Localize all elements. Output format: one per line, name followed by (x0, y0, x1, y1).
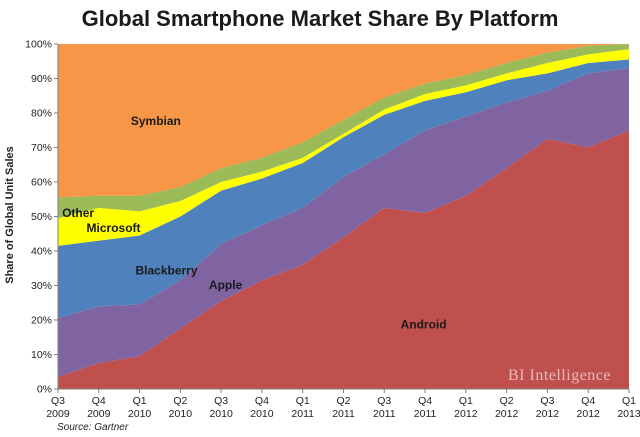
x-tick-label-quarter: Q2 (500, 395, 514, 407)
x-tick-label-year: 2009 (46, 408, 70, 420)
series-label-symbian: Symbian (131, 114, 181, 128)
area-microsoft (58, 49, 629, 246)
y-tick-label: 10% (31, 349, 52, 361)
y-tick-label: 100% (25, 39, 52, 51)
x-tick-label-quarter: Q1 (296, 395, 310, 407)
y-tick-label: 60% (31, 177, 52, 189)
area-other (58, 44, 629, 219)
x-tick-label-year: 2011 (291, 408, 314, 420)
y-tick-label: 50% (31, 211, 52, 223)
x-tick-label-year: 2010 (209, 408, 233, 420)
x-tick-label-quarter: Q4 (581, 395, 595, 407)
chart-title: Global Smartphone Market Share By Platfo… (82, 6, 559, 31)
y-tick-label: 20% (31, 315, 52, 327)
y-tick-label: 90% (31, 73, 52, 85)
y-tick-label: 0% (37, 384, 52, 396)
x-tick-label-quarter: Q2 (336, 395, 350, 407)
x-tick-label-year: 2011 (414, 408, 437, 420)
y-axis-title: Share of Global Unit Sales (4, 146, 16, 284)
x-tick-label-year: 2013 (617, 408, 640, 420)
x-tick-label-year: 2010 (169, 408, 193, 420)
area-layers (58, 44, 629, 389)
x-tick-label-quarter: Q3 (540, 395, 554, 407)
series-label-blackberry: Blackberry (135, 263, 197, 277)
series-label-other: Other (62, 206, 94, 220)
x-tick-label-year: 2009 (87, 408, 111, 420)
series-label-android: Android (401, 318, 447, 332)
x-tick-label-quarter: Q3 (51, 395, 65, 407)
y-tick-label: 40% (31, 246, 52, 258)
x-tick-label-year: 2012 (495, 408, 519, 420)
x-tick-label-quarter: Q2 (173, 395, 187, 407)
watermark: BI Intelligence (508, 367, 611, 384)
x-tick-label-quarter: Q4 (255, 395, 269, 407)
axes: 0%10%20%30%40%50%60%70%80%90%100%Q32009Q… (25, 39, 640, 421)
x-tick-label-quarter: Q4 (418, 395, 432, 407)
area-apple (58, 68, 629, 377)
area-symbian (58, 44, 629, 198)
x-tick-label-year: 2010 (250, 408, 274, 420)
x-tick-label-year: 2010 (128, 408, 152, 420)
series-label-microsoft: Microsoft (87, 221, 141, 235)
x-tick-label-quarter: Q1 (133, 395, 147, 407)
x-tick-label-year: 2012 (454, 408, 478, 420)
source-note: Source: Gartner (57, 422, 129, 433)
area-android (58, 130, 629, 389)
y-tick-label: 70% (31, 142, 52, 154)
x-tick-label-quarter: Q1 (622, 395, 636, 407)
x-tick-label-quarter: Q4 (92, 395, 106, 407)
y-tick-label: 30% (31, 280, 52, 292)
y-tick-label: 80% (31, 108, 52, 120)
area-blackberry (58, 59, 629, 319)
x-tick-label-year: 2012 (536, 408, 560, 420)
x-tick-label-year: 2012 (577, 408, 601, 420)
x-tick-label-quarter: Q3 (214, 395, 228, 407)
x-tick-label-quarter: Q1 (459, 395, 473, 407)
x-tick-label-quarter: Q3 (377, 395, 391, 407)
x-tick-label-year: 2011 (332, 408, 355, 420)
x-tick-label-year: 2011 (373, 408, 396, 420)
series-label-apple: Apple (209, 278, 243, 292)
